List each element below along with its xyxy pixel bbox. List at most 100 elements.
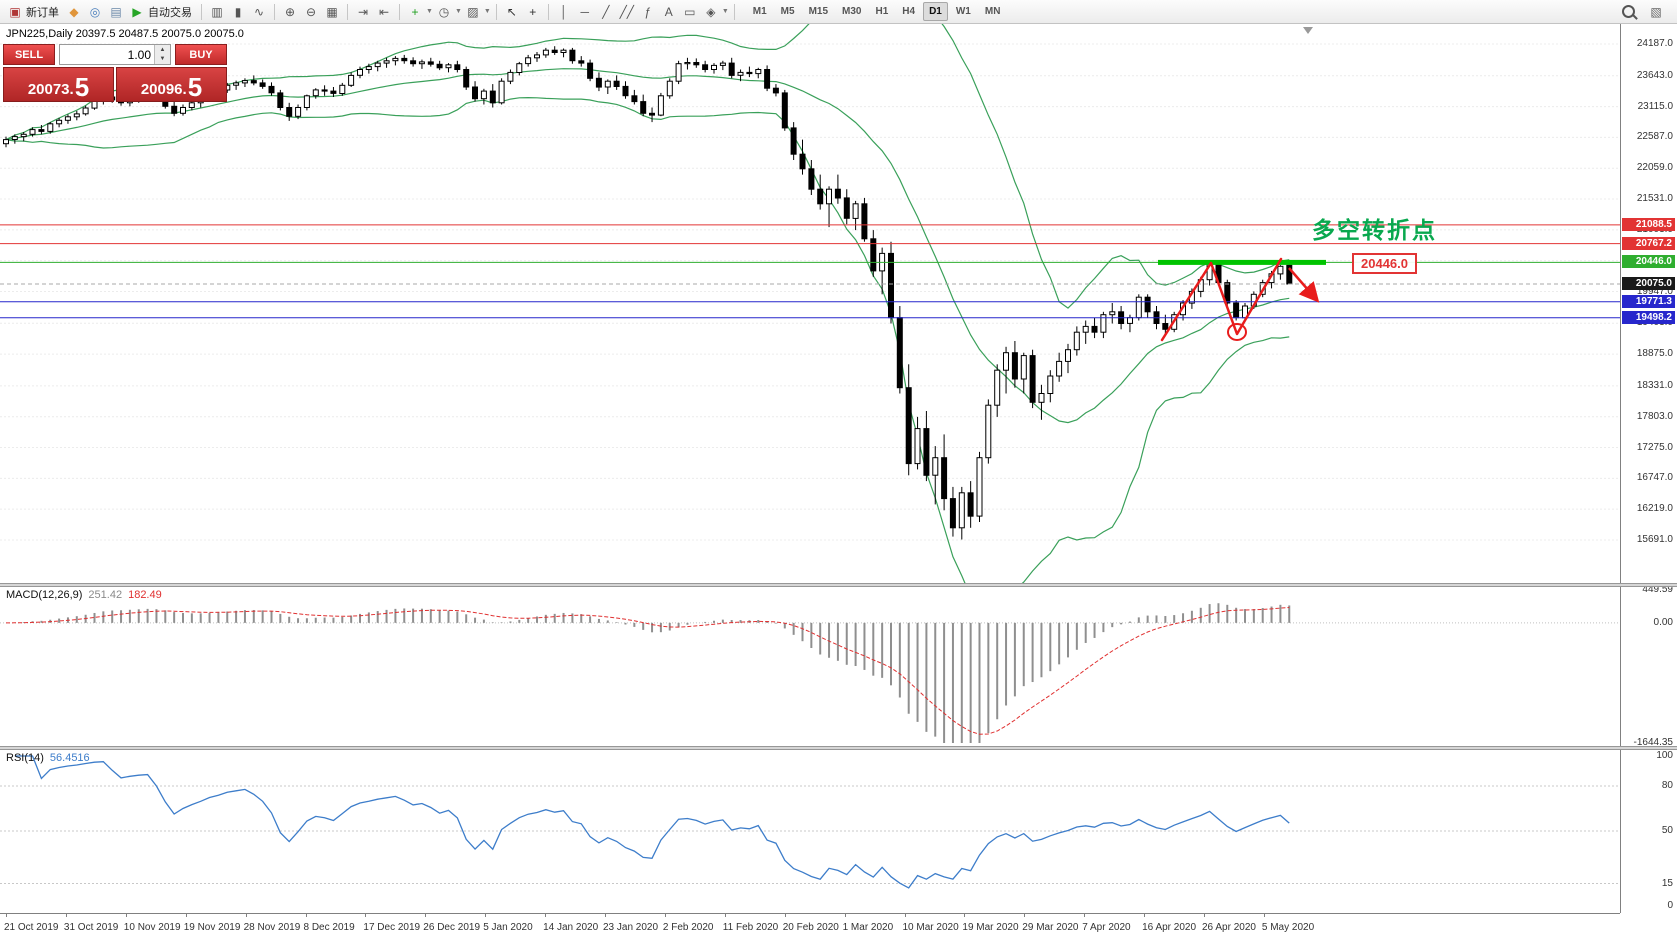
bollinger-lower [5,96,1290,583]
timeframe-m1[interactable]: M1 [752,6,767,17]
indicators-button[interactable]: + ▼ [405,2,432,22]
crosshair-icon[interactable]: + [523,2,543,22]
main-chart[interactable] [0,24,1620,583]
fibonacci-icon[interactable]: ƒ [638,2,658,22]
periods-button[interactable]: ◷ ▼ [434,2,462,22]
rsi-axis-label: 100 [1656,750,1673,761]
templates-button[interactable]: ▨ ▼ [463,2,491,22]
date-tick [425,914,427,917]
price-axis-label: 21531.0 [1636,193,1673,205]
autotrading-button[interactable]: ▶ 自动交易 [127,2,196,22]
date-label: 5 Jan 2020 [483,922,533,933]
new-order-button[interactable]: ▣ 新订单 [5,2,63,22]
candlestick-chart-icon[interactable]: ▮ [228,2,248,22]
macd-header: MACD(12,26,9) 251.42 182.49 [6,589,168,601]
macd-histogram [13,603,1291,743]
bollinger-middle [5,68,1290,424]
panel-separator[interactable] [0,583,1677,587]
macd-axis-label: 0.00 [1653,616,1673,628]
bollinger-bands [5,24,1290,583]
macd-panel[interactable] [0,587,1620,746]
date-axis[interactable]: 21 Oct 2019 31 Oct 2019 10 Nov 2019 19 Nov … [0,913,1620,946]
panel-separator[interactable] [0,746,1677,750]
line-chart-icon[interactable]: ∿ [249,2,269,22]
date-tick [1204,914,1205,917]
toolbar-right: ▧ [1618,2,1672,22]
zoom-in-icon[interactable]: ⊕ [280,2,300,22]
date-tick [724,914,726,917]
equidistant-channel-icon[interactable]: ╱╱ [617,2,637,22]
templates-glyph: ▨ [467,4,479,19]
trendline-icon[interactable]: ╱ [596,2,616,22]
volume-input[interactable]: 1.00 ▲ ▼ [59,44,171,65]
volume-value[interactable]: 1.00 [127,47,151,62]
price-tag: 20767.2 [1622,236,1675,250]
timeframe-m15[interactable]: M15 [808,6,829,17]
timeframe-m5[interactable]: M5 [780,6,795,17]
cursor-icon[interactable]: ↖ [502,2,522,22]
new-order-glyph: ▣ [9,4,21,19]
timeframe-d1[interactable]: D1 [923,2,948,21]
text-icon[interactable]: A [659,2,679,22]
sell-button[interactable]: SELL [3,44,55,65]
search-icon[interactable] [1618,2,1638,22]
timeframe-h1[interactable]: H1 [875,6,889,17]
volume-up-icon[interactable]: ▲ [155,45,170,55]
timeframe-h4[interactable]: H4 [902,6,916,17]
buy-button[interactable]: BUY [175,44,227,65]
pivot-highlight-segment[interactable] [1158,259,1326,265]
date-tick [664,914,666,917]
toolbar-separator [495,3,497,20]
price-axis[interactable]: 24187.0 23643.0 23115.0 22587.0 22059.0 21531… [1620,24,1677,913]
navigator-icon[interactable]: ◎ [85,2,105,22]
date-label: 26 Dec 2019 [423,922,481,933]
shapes-button[interactable]: ◈ ▼ [701,2,729,22]
text-icon-glyph: A [664,4,673,19]
chevron-down-icon: ▼ [454,8,462,15]
horizontal-line-icon[interactable]: ─ [575,2,595,22]
volume-down-icon[interactable]: ▼ [155,54,170,64]
timeframe-w1[interactable]: W1 [955,6,971,17]
tile-windows-icon[interactable]: ▦ [322,2,342,22]
zoom-out-icon[interactable]: ⊖ [301,2,321,22]
vertical-line-icon[interactable]: │ [554,2,574,22]
date-label: 10 Mar 2020 [902,922,959,933]
timeframe-m30[interactable]: M30 [842,6,862,17]
date-tick [365,914,367,917]
bar-chart-icon[interactable]: ▥ [207,2,227,22]
turning-point-annotation[interactable]: 多空转折点 [1312,217,1437,243]
price-axis-label: 24187.0 [1636,38,1673,49]
sell-price-box[interactable]: 20073. 5 [3,67,114,102]
chart-shift-icon[interactable]: ⇤ [374,2,394,22]
price-tag: 19498.2 [1622,310,1675,324]
toolbar-separator [274,3,275,20]
date-label: 26 Apr 2020 [1202,922,1256,933]
timeframe-mn[interactable]: MN [984,6,1001,17]
trendline-icon-glyph: ╱ [602,4,610,19]
date-label: 8 Dec 2019 [303,922,355,933]
toolbar-separator [201,3,202,20]
terminal-icon[interactable]: ▤ [106,2,126,22]
down-arrow [1288,267,1320,303]
red-zigzag-annotation[interactable] [1160,257,1320,342]
date-label: 21 Oct 2019 [4,922,59,933]
fibonacci-icon-glyph: ƒ [644,4,652,19]
date-tick [185,914,187,917]
rsi-panel[interactable] [0,750,1620,913]
layout-icon[interactable]: ▧ [1650,4,1662,19]
sell-price: 20073. [27,80,74,98]
label-icon[interactable]: ▭ [680,2,700,22]
auto-scroll-icon[interactable]: ⇥ [353,2,373,22]
macd-main-value: 251.42 [88,589,123,601]
autotrading-button-label: 自动交易 [148,6,192,19]
price-axis-label: 16747.0 [1636,472,1673,484]
rsi-axis-label: 0 [1667,900,1673,911]
market-watch-icon[interactable]: ◆ [64,2,84,22]
level-price-label[interactable]: 20446.0 [1352,253,1417,274]
date-tick [964,914,966,917]
macd-axis-label: 449.59 [1642,584,1673,595]
market-watch-icon-glyph: ◆ [69,4,79,19]
candles-layer [3,46,1293,540]
buy-price-box[interactable]: 20096. 5 [116,67,227,102]
volume-spinner[interactable]: ▲ ▼ [154,45,170,64]
